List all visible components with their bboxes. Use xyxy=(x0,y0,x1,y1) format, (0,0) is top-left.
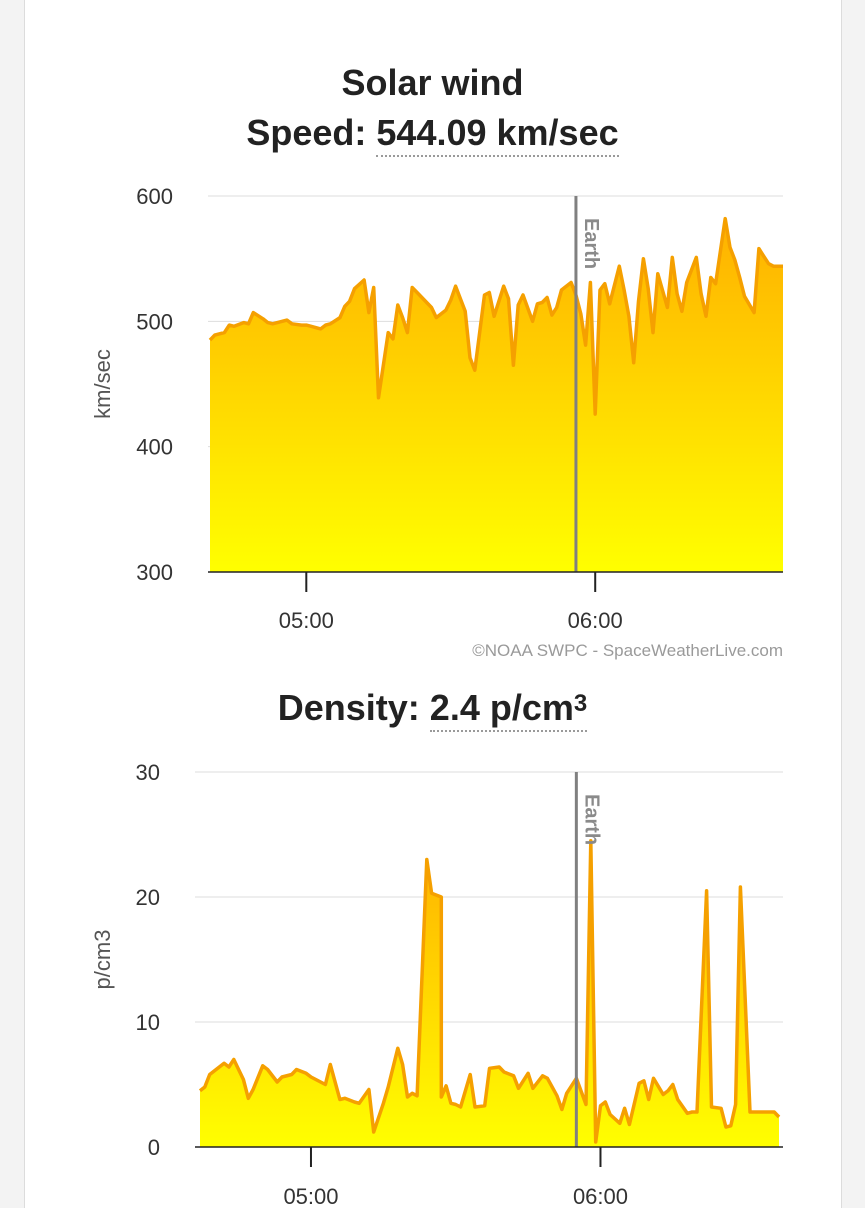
density-y-tick-label: 0 xyxy=(148,1135,160,1160)
speed-series-line xyxy=(208,216,783,416)
density-unit-exponent: 3 xyxy=(573,690,588,717)
chart-credit: ©NOAA SWPC - SpaceWeatherLive.com xyxy=(472,641,783,660)
speed-y-tick-label: 500 xyxy=(136,309,173,334)
speed-value[interactable]: 544.09 km/sec xyxy=(376,112,619,157)
speed-label: Speed: xyxy=(246,112,367,153)
density-y-tick-label: 30 xyxy=(136,760,160,785)
speed-chart-title: Solar wind xyxy=(341,62,524,103)
speed-y-axis-label: km/sec xyxy=(90,349,115,419)
density-y-tick-label: 20 xyxy=(136,885,160,910)
speed-earth-marker-label: Earth xyxy=(580,218,602,269)
speed-readout: Speed: 544.09 km/sec xyxy=(0,112,865,157)
density-readout: Density: 2.4 p/cm3 xyxy=(0,687,865,732)
density-x-tick-label: 05:00 xyxy=(283,1184,338,1208)
speed-x-tick-label: 06:00 xyxy=(568,608,623,633)
density-x-tick-label: 06:00 xyxy=(573,1184,628,1208)
speed-y-tick-label: 600 xyxy=(136,184,173,209)
density-y-tick-label: 10 xyxy=(136,1010,160,1035)
speed-x-tick-label: 05:00 xyxy=(279,608,334,633)
density-value[interactable]: 2.4 p/cm3 xyxy=(429,687,588,732)
speed-y-tick-label: 300 xyxy=(136,560,173,585)
density-value-text: 2.4 p/cm xyxy=(429,687,574,728)
speed-y-tick-label: 400 xyxy=(136,435,173,460)
density-area-fill xyxy=(200,840,779,1147)
density-label: Density: xyxy=(277,687,420,728)
density-series-line xyxy=(198,839,781,1144)
density-y-axis-label: p/cm3 xyxy=(90,930,115,990)
density-earth-marker-label: Earth xyxy=(580,794,602,845)
